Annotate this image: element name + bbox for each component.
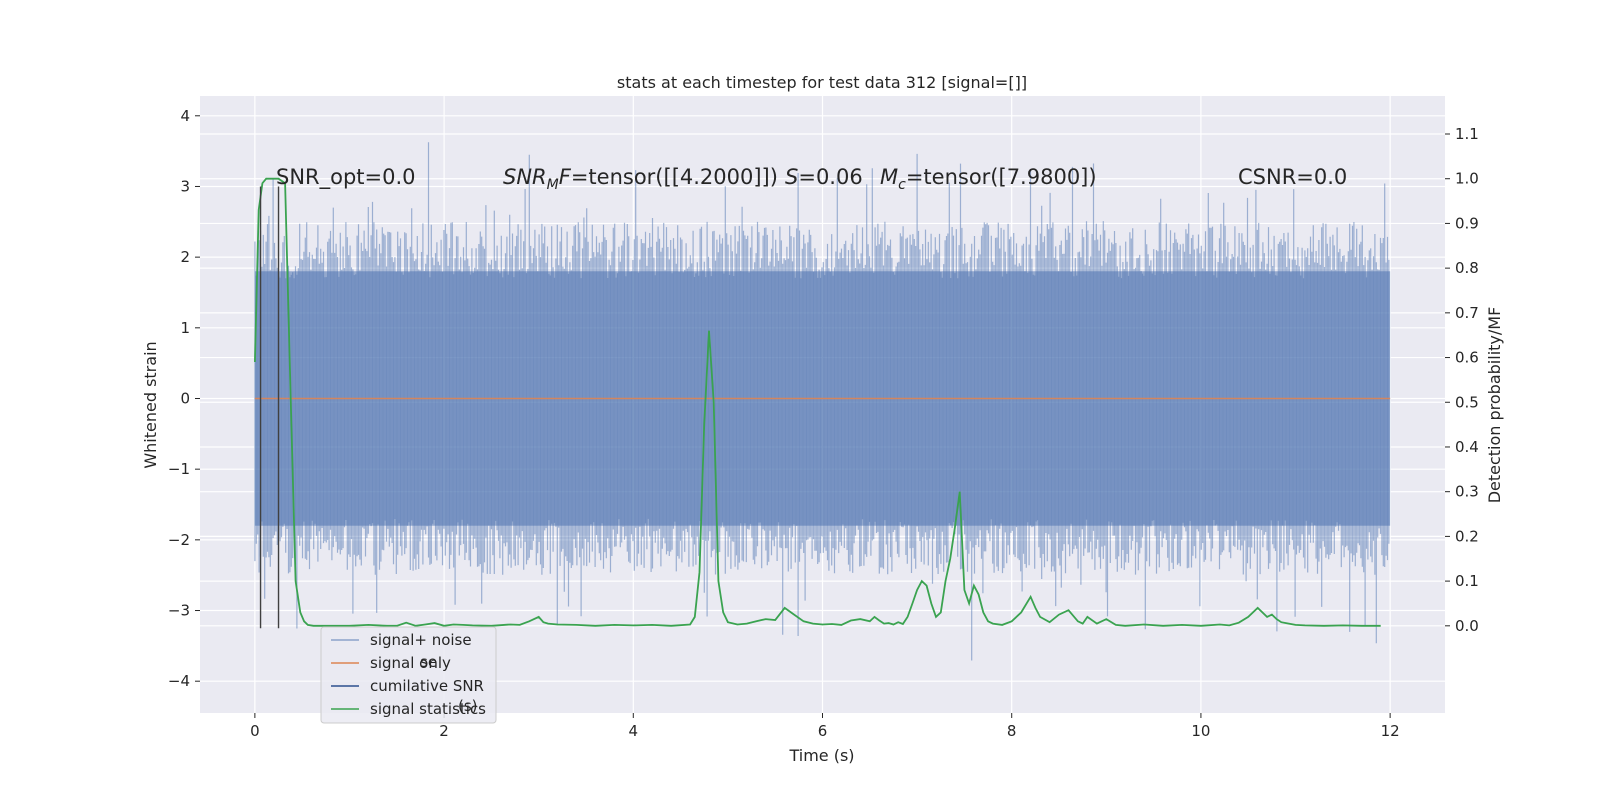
annotation-snr-mf-sub: M <box>547 177 559 193</box>
y-tick-label-5: 1 <box>180 319 190 337</box>
y-tick-label-0: −4 <box>168 672 190 690</box>
y2-tick-label-5: 0.5 <box>1455 393 1479 411</box>
noise-spikes <box>254 142 1390 661</box>
legend-label-signal-only: signal only <box>370 654 451 672</box>
annotation-mc-value: =tensor([7.9800]) <box>906 165 1097 189</box>
annotation-snr-mf-var: SNR <box>503 165 547 189</box>
annotation-mc: Mc=tensor([7.9800]) <box>880 165 1097 193</box>
x-tick-label-5: 10 <box>1191 722 1210 740</box>
x-tick-label-6: 12 <box>1381 722 1400 740</box>
y2-tick-label-4: 0.4 <box>1455 438 1479 456</box>
annotation-mc-var: M <box>880 165 898 189</box>
legend-label-signal-statistics: signal statistics <box>370 700 486 718</box>
y-tick-label-4: 0 <box>180 389 190 407</box>
y2-tick-label-9: 0.9 <box>1455 214 1479 232</box>
x-axis-ticks: 0 2 4 6 8 10 12 <box>250 713 1400 740</box>
annotation-csnr: CSNR=0.0 <box>1238 165 1347 189</box>
annotation-s-var: S <box>785 165 798 189</box>
y-tick-label-2: −2 <box>168 531 190 549</box>
y-tick-label-1: −3 <box>168 602 190 620</box>
y2-tick-label-3: 0.3 <box>1455 483 1479 501</box>
annotation-snr-mf-value: =tensor([[4.2000]]) <box>571 165 778 189</box>
legend-ghost-text-2: (s) <box>458 697 478 715</box>
y2-tick-label-0: 0.0 <box>1455 617 1479 635</box>
legend-ghost-text-1: se <box>420 653 437 671</box>
y-tick-label-7: 3 <box>180 177 190 195</box>
line-series-group <box>254 177 1391 627</box>
annotation-snr-opt: SNR_opt=0.0 <box>276 165 416 190</box>
y-tick-label-6: 2 <box>180 248 190 266</box>
y2-tick-label-8: 0.8 <box>1455 259 1479 277</box>
y-axis-label: Whitened strain <box>141 341 160 468</box>
legend: se (s) signal+ noise signal only cumilat… <box>320 626 497 724</box>
annotation-s-value: =0.06 <box>798 165 862 189</box>
x-tick-label-0: 0 <box>250 722 260 740</box>
x-tick-label-1: 2 <box>439 722 449 740</box>
x-axis-label: Time (s) <box>788 746 854 765</box>
annotation-snr-mf-rest: F <box>559 165 572 189</box>
y2-tick-label-6: 0.6 <box>1455 349 1479 367</box>
y2-tick-label-11: 1.1 <box>1455 125 1479 143</box>
y2-tick-label-1: 0.1 <box>1455 572 1479 590</box>
y2-axis-label: Detection probability/MF <box>1485 307 1504 504</box>
y2-tick-label-7: 0.7 <box>1455 304 1479 322</box>
x-tick-label-3: 6 <box>818 722 828 740</box>
y2-tick-label-2: 0.2 <box>1455 527 1479 545</box>
annotation-mc-sub: c <box>898 177 906 193</box>
chart-title: stats at each timestep for test data 312… <box>617 73 1027 92</box>
annotation-snr-mf: SNRMF=tensor([[4.2000]]) <box>503 165 778 193</box>
y-axis-ticks: −4 −3 −2 −1 0 1 2 3 4 <box>168 107 200 690</box>
legend-label-signal-noise: signal+ noise <box>370 631 472 649</box>
legend-label-cumulative-snr: cumilative SNR <box>370 677 484 695</box>
marker-lines <box>259 186 280 629</box>
y-tick-label-8: 4 <box>180 107 190 125</box>
y-tick-label-3: −1 <box>168 460 190 478</box>
annotation-s: S=0.06 <box>785 165 863 189</box>
series-signal-statistics <box>254 177 1381 627</box>
x-tick-label-2: 4 <box>629 722 639 740</box>
y2-axis-ticks: 0.0 0.1 0.2 0.3 0.4 0.5 0.6 0.7 0.8 0.9 1.0 1.1 <box>1445 125 1479 635</box>
y2-tick-label-10: 1.0 <box>1455 170 1479 188</box>
x-tick-label-4: 8 <box>1007 722 1017 740</box>
legend-box <box>320 626 497 724</box>
